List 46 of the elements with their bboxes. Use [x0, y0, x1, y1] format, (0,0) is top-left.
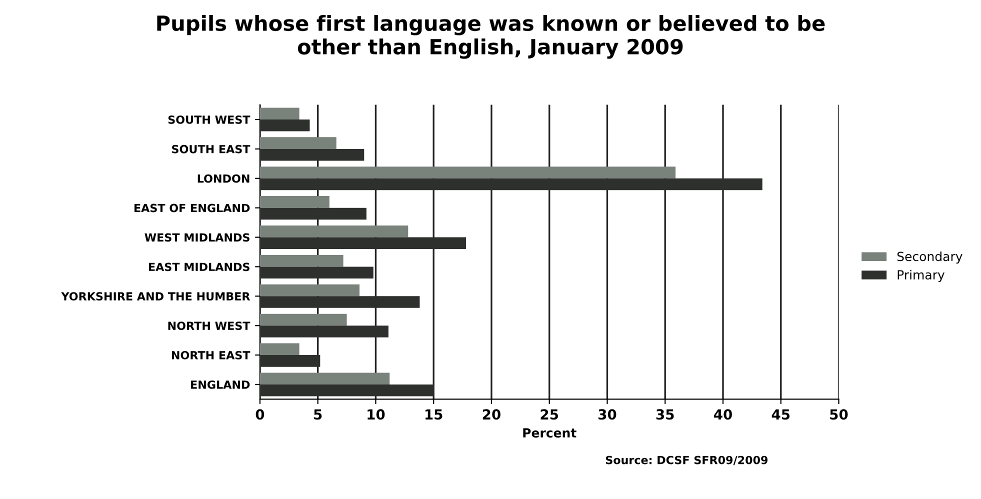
bar — [260, 284, 360, 296]
y-tick-label: NORTH WEST — [168, 322, 250, 330]
y-tick-label: EAST MIDLANDS — [149, 262, 250, 272]
bar — [260, 226, 408, 238]
y-tick-label: NORTH EAST — [172, 351, 250, 360]
bar — [260, 166, 676, 178]
bar — [260, 372, 390, 384]
bar — [260, 208, 366, 220]
y-tick-label: ENGLAND — [191, 380, 250, 389]
chart-title: Pupils whose first language was known or believed to be other than English, January 2009 — [157, 14, 825, 59]
bar — [260, 196, 330, 208]
x-tick-label: 0 — [256, 409, 264, 420]
x-tick-label: 20 — [482, 409, 500, 420]
source-note: Source: DCSF SFR09/2009 — [606, 456, 768, 466]
x-tick-label: 40 — [714, 409, 732, 420]
bar — [260, 237, 466, 250]
x-tick-label: 30 — [598, 409, 616, 420]
bar — [260, 326, 388, 338]
x-tick-label: 25 — [540, 409, 558, 420]
bar — [260, 148, 364, 161]
bar — [260, 120, 310, 132]
x-tick-label: 35 — [656, 409, 674, 420]
bar — [260, 343, 300, 356]
bar — [260, 384, 434, 396]
y-tick-label: SOUTH EAST — [172, 144, 250, 154]
y-tick-label: EAST OF ENGLAND — [134, 204, 250, 212]
y-tick-label: LONDON — [198, 174, 250, 183]
x-tick-label: 50 — [830, 409, 848, 420]
legend-label: Primary — [898, 270, 945, 282]
bar — [260, 296, 420, 308]
bar — [260, 254, 344, 267]
x-tick-label: 45 — [772, 409, 790, 420]
bar — [260, 314, 347, 326]
x-axis-title: Percent — [523, 428, 576, 438]
legend-label: Secondary — [897, 251, 962, 264]
y-tick-label: YORKSHIRE AND THE HUMBER — [61, 292, 250, 301]
bar — [260, 355, 320, 367]
y-tick-label: SOUTH WEST — [168, 115, 250, 124]
bar — [260, 266, 374, 278]
bar — [260, 108, 300, 120]
y-tick-label: WEST MIDLANDS — [144, 233, 250, 242]
bar — [260, 137, 336, 149]
x-tick-label: 10 — [368, 409, 385, 420]
x-tick-label: 5 — [314, 409, 322, 420]
x-tick-label: 15 — [426, 409, 442, 420]
bar — [260, 178, 762, 190]
